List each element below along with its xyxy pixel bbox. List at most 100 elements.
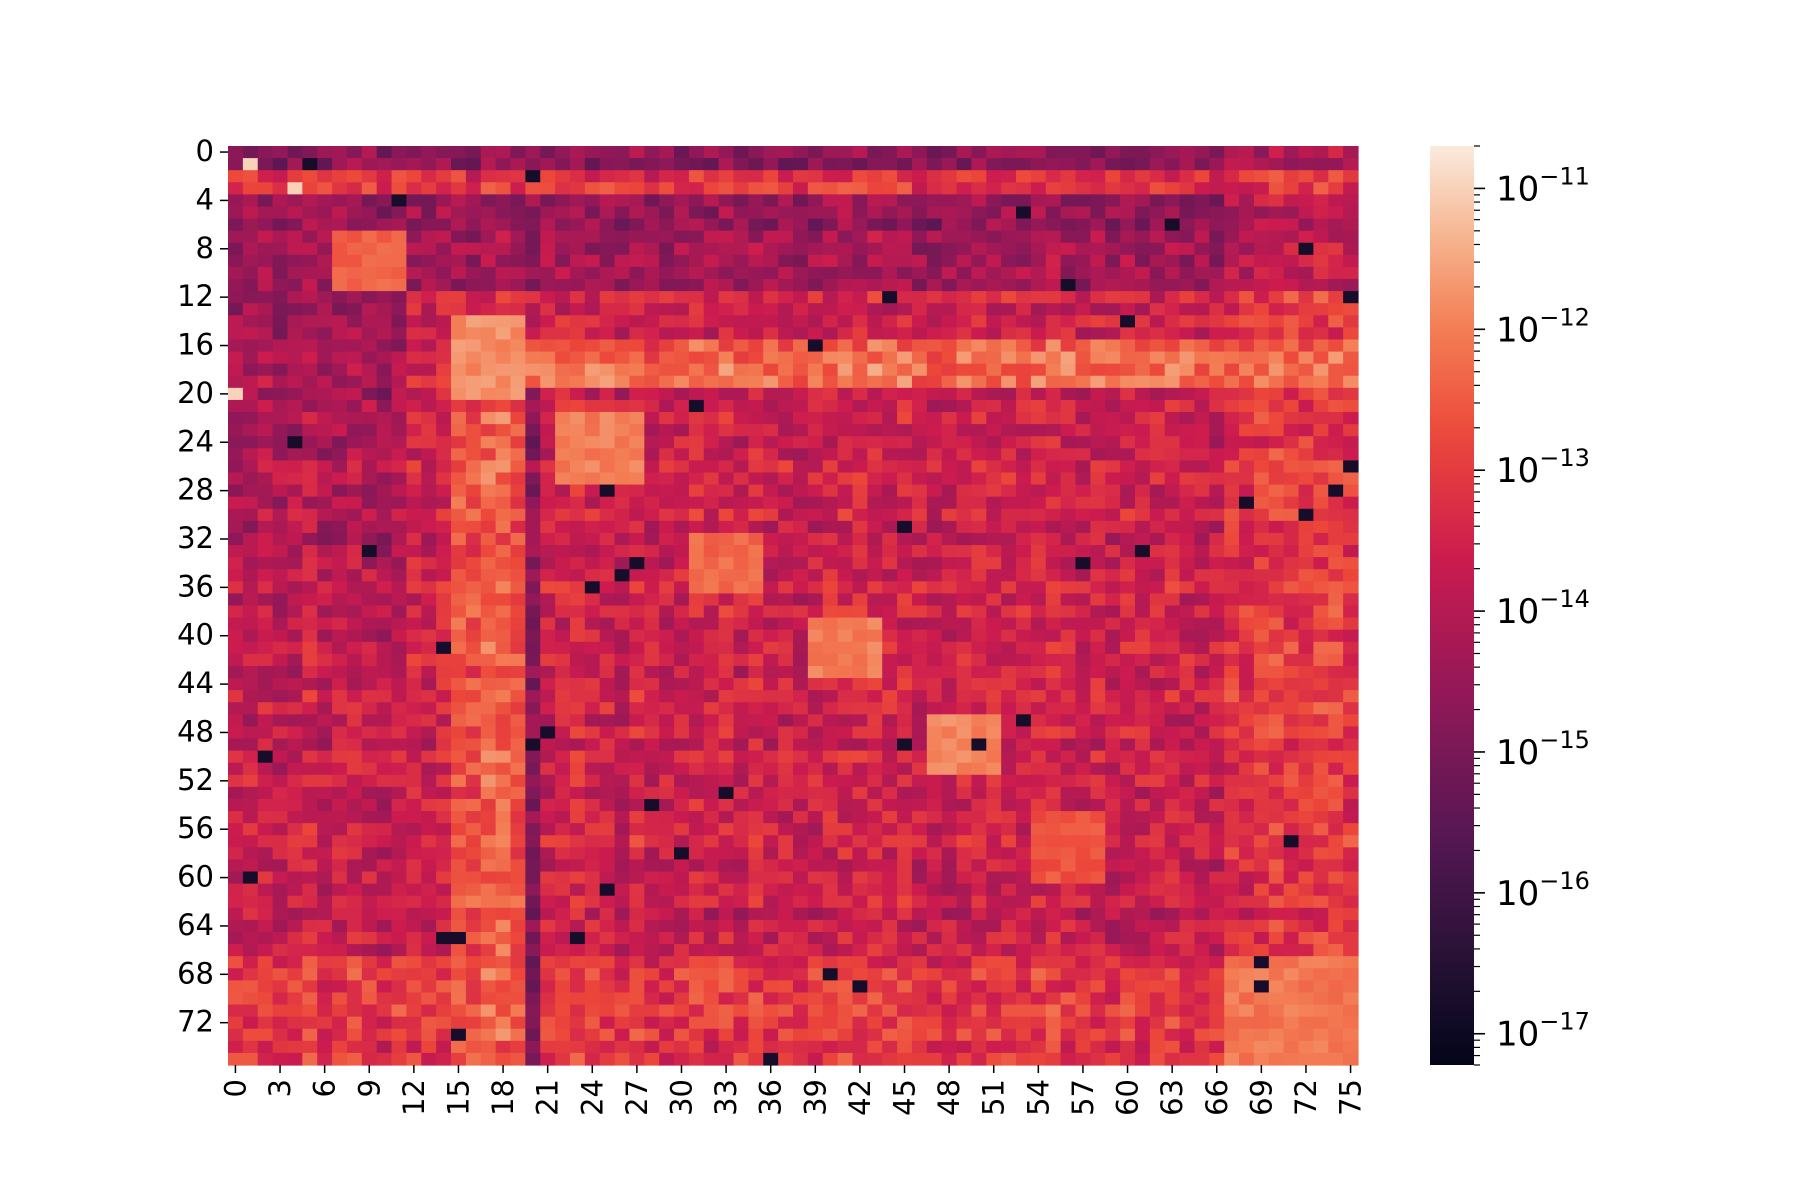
heatmap-cell — [332, 581, 348, 595]
heatmap-cell — [941, 919, 958, 933]
heatmap-cell — [1060, 762, 1077, 776]
heatmap-cell — [718, 786, 735, 800]
heatmap-cell — [495, 170, 512, 183]
heatmap-cell — [837, 859, 854, 873]
heatmap-cell — [971, 786, 987, 800]
heatmap-cell — [807, 436, 824, 449]
heatmap-cell — [1030, 871, 1047, 885]
heatmap-cell — [911, 605, 928, 619]
heatmap-cell — [1179, 835, 1196, 848]
heatmap-cell — [272, 327, 289, 341]
heatmap-cell — [1120, 871, 1136, 885]
heatmap-cell — [391, 726, 408, 740]
heatmap-cell — [361, 545, 378, 558]
heatmap-cell — [688, 629, 705, 643]
heatmap-cell — [376, 254, 393, 268]
heatmap-cell — [956, 254, 973, 268]
heatmap-cell — [346, 593, 363, 607]
heatmap-cell — [867, 617, 883, 631]
heatmap-cell — [495, 254, 512, 268]
heatmap-cell — [674, 629, 690, 643]
heatmap-cell — [807, 303, 824, 316]
heatmap-cell — [406, 569, 422, 582]
heatmap-cell — [882, 496, 898, 510]
heatmap-cell — [332, 871, 348, 885]
heatmap-cell — [882, 206, 898, 220]
heatmap-cell — [897, 569, 913, 582]
heatmap-cell — [436, 605, 452, 619]
heatmap-cell — [1016, 895, 1032, 909]
heatmap-cell — [1105, 375, 1121, 389]
heatmap-cell — [346, 653, 363, 667]
heatmap-cell — [1298, 786, 1314, 800]
heatmap-cell — [376, 242, 393, 256]
heatmap-cell — [302, 472, 318, 486]
heatmap-cell — [287, 460, 303, 474]
heatmap-cell — [525, 714, 541, 728]
heatmap-cell — [1149, 774, 1166, 788]
heatmap-cell — [1120, 823, 1136, 836]
heatmap-cell — [376, 774, 393, 788]
heatmap-cell — [956, 690, 973, 703]
heatmap-cell — [1209, 279, 1225, 292]
heatmap-cell — [911, 412, 928, 425]
heatmap-cell — [659, 665, 675, 679]
heatmap-cell — [793, 266, 809, 280]
heatmap-cell — [540, 363, 556, 377]
heatmap-cell — [956, 230, 973, 244]
heatmap-cell — [807, 581, 824, 595]
heatmap-cell — [302, 448, 318, 461]
heatmap-cell — [495, 774, 512, 788]
heatmap-cell — [971, 520, 987, 534]
heatmap-cell — [510, 762, 526, 776]
heatmap-cell — [510, 399, 526, 413]
heatmap-cell — [926, 641, 943, 655]
heatmap-cell — [1075, 412, 1091, 425]
heatmap-cell — [510, 847, 526, 861]
heatmap-cell — [480, 339, 497, 353]
heatmap-cell — [748, 266, 764, 280]
heatmap-cell — [778, 230, 794, 244]
heatmap-cell — [228, 363, 244, 377]
heatmap-cell — [317, 895, 333, 909]
heatmap-cell — [272, 871, 289, 885]
heatmap-cell — [852, 351, 868, 365]
heatmap-cell — [1090, 702, 1106, 715]
heatmap-cell — [1209, 605, 1225, 619]
heatmap-cell — [1283, 412, 1300, 425]
heatmap-cell — [1149, 823, 1166, 836]
heatmap-cell — [629, 266, 645, 280]
heatmap-cell — [525, 532, 541, 546]
heatmap-cell — [376, 811, 393, 824]
heatmap-cell — [822, 146, 839, 159]
heatmap-cell — [763, 931, 779, 945]
heatmap-cell — [510, 629, 526, 643]
heatmap-cell — [1120, 678, 1136, 691]
heatmap-cell — [822, 315, 839, 328]
heatmap-cell — [807, 702, 824, 715]
heatmap-cell — [451, 665, 467, 679]
heatmap-cell — [406, 738, 422, 752]
heatmap-cell — [629, 883, 645, 897]
heatmap-cell — [793, 291, 809, 304]
heatmap-cell — [1149, 714, 1166, 728]
heatmap-cell — [1313, 883, 1329, 897]
heatmap-cell — [1075, 206, 1091, 220]
heatmap-cell — [659, 170, 675, 183]
heatmap-cell — [242, 460, 259, 474]
heatmap-cell — [822, 726, 839, 740]
heatmap-cell — [1120, 412, 1136, 425]
heatmap-cell — [1194, 907, 1210, 921]
heatmap-cell — [882, 665, 898, 679]
heatmap-cell — [1283, 218, 1300, 232]
heatmap-cell — [1016, 811, 1032, 824]
heatmap-cell — [1298, 327, 1314, 341]
heatmap-cell — [659, 387, 675, 401]
heatmap-cell — [1045, 545, 1062, 558]
heatmap-cell — [688, 798, 705, 812]
heatmap-cell — [1149, 230, 1166, 244]
heatmap-cell — [242, 351, 259, 365]
heatmap-cell — [346, 762, 363, 776]
heatmap-cell — [629, 279, 645, 292]
heatmap-cell — [882, 279, 898, 292]
